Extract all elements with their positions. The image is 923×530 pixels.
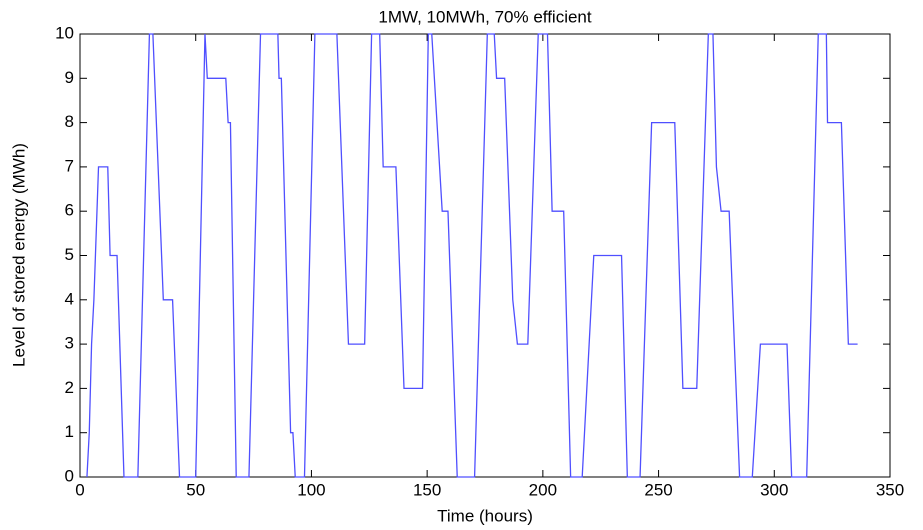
- x-tick-label: 200: [529, 480, 557, 499]
- y-tick-label: 10: [55, 23, 74, 42]
- data-line: [86, 33, 858, 478]
- y-tick-label: 6: [65, 201, 74, 220]
- y-tick-label: 4: [65, 289, 74, 308]
- x-tick-label: 350: [876, 480, 904, 499]
- x-tick-label: 150: [413, 480, 441, 499]
- y-tick-label: 7: [65, 156, 74, 175]
- y-tick-label: 9: [65, 68, 74, 87]
- y-tick-label: 5: [65, 245, 74, 264]
- y-tick-label: 0: [65, 466, 74, 485]
- chart-title: 1MW, 10MWh, 70% efficient: [378, 7, 591, 26]
- y-tick-label: 8: [65, 112, 74, 131]
- y-axis-label: Level of stored energy (MWh): [9, 143, 28, 367]
- y-tick-label: 2: [65, 378, 74, 397]
- x-tick-label: 0: [75, 480, 84, 499]
- x-tick-label: 250: [644, 480, 672, 499]
- y-tick-label: 1: [65, 422, 74, 441]
- x-tick-label: 300: [760, 480, 788, 499]
- x-axis-label: Time (hours): [437, 506, 533, 525]
- y-tick-label: 3: [65, 334, 74, 353]
- x-tick-label: 50: [186, 480, 205, 499]
- x-tick-label: 100: [297, 480, 325, 499]
